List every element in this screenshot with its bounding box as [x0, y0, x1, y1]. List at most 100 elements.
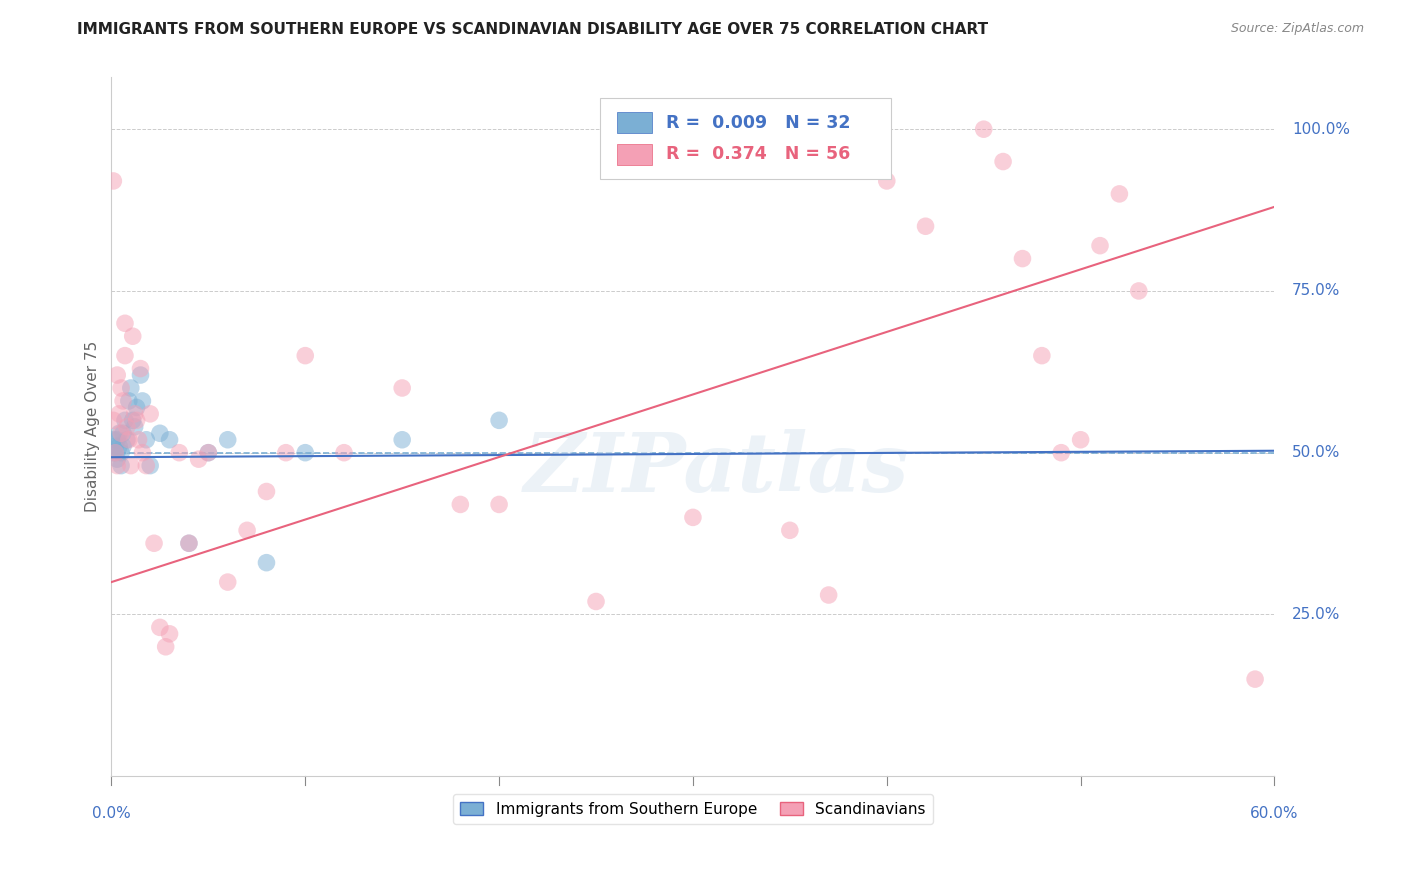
Point	[131, 393, 153, 408]
Legend: Immigrants from Southern Europe, Scandinavians: Immigrants from Southern Europe, Scandin…	[453, 794, 934, 824]
Point	[682, 510, 704, 524]
Y-axis label: Disability Age Over 75: Disability Age Over 75	[86, 341, 100, 512]
Text: 75.0%: 75.0%	[1292, 284, 1340, 299]
Point	[585, 594, 607, 608]
Point	[112, 426, 135, 441]
Point	[217, 433, 239, 447]
Point	[159, 433, 181, 447]
Point	[115, 419, 138, 434]
Point	[114, 413, 136, 427]
Point	[103, 413, 125, 427]
Point	[103, 433, 125, 447]
Point	[108, 439, 131, 453]
Point	[104, 445, 127, 459]
Point	[177, 536, 200, 550]
Point	[294, 349, 316, 363]
Point	[112, 393, 135, 408]
Point	[118, 433, 141, 447]
Point	[779, 524, 801, 538]
Point	[139, 407, 162, 421]
Point	[391, 381, 413, 395]
Text: 25.0%: 25.0%	[1292, 607, 1340, 622]
Point	[131, 445, 153, 459]
Point	[1050, 445, 1073, 459]
Point	[333, 445, 356, 459]
Point	[449, 498, 471, 512]
Point	[1070, 433, 1092, 447]
Point	[488, 498, 510, 512]
Point	[197, 445, 219, 459]
Point	[105, 368, 128, 382]
Point	[115, 433, 138, 447]
Point	[129, 361, 152, 376]
Point	[108, 407, 131, 421]
Bar	[617, 144, 652, 165]
Text: 50.0%: 50.0%	[1292, 445, 1340, 460]
Point	[110, 426, 132, 441]
Point	[1108, 186, 1130, 201]
Point	[155, 640, 177, 654]
Point	[1011, 252, 1033, 266]
Point	[120, 458, 142, 473]
Text: ZIPatlas: ZIPatlas	[523, 429, 908, 508]
Point	[124, 407, 146, 421]
Point	[1031, 349, 1053, 363]
Point	[1244, 672, 1267, 686]
Point	[110, 381, 132, 395]
Text: 0.0%: 0.0%	[91, 806, 131, 822]
Point	[991, 154, 1014, 169]
Text: R =  0.009   N = 32: R = 0.009 N = 32	[666, 114, 851, 132]
Point	[110, 458, 132, 473]
Point	[167, 445, 190, 459]
Point	[121, 413, 143, 427]
Point	[105, 433, 128, 447]
Point	[114, 349, 136, 363]
FancyBboxPatch shape	[600, 98, 890, 178]
Point	[177, 536, 200, 550]
Text: IMMIGRANTS FROM SOUTHERN EUROPE VS SCANDINAVIAN DISABILITY AGE OVER 75 CORRELATI: IMMIGRANTS FROM SOUTHERN EUROPE VS SCAND…	[77, 22, 988, 37]
Point	[837, 122, 859, 136]
Point	[817, 588, 839, 602]
Point	[125, 401, 148, 415]
Point	[103, 174, 125, 188]
Point	[129, 368, 152, 382]
Point	[149, 620, 172, 634]
Point	[105, 452, 128, 467]
Point	[120, 381, 142, 395]
Bar	[617, 112, 652, 133]
Point	[488, 413, 510, 427]
Text: Source: ZipAtlas.com: Source: ZipAtlas.com	[1230, 22, 1364, 36]
Point	[256, 556, 278, 570]
Point	[108, 426, 131, 441]
Point	[876, 174, 898, 188]
Point	[391, 433, 413, 447]
Point	[143, 536, 166, 550]
Text: 60.0%: 60.0%	[1250, 806, 1299, 822]
Point	[1128, 284, 1150, 298]
Point	[187, 452, 209, 467]
Point	[274, 445, 297, 459]
Point	[105, 458, 128, 473]
Point	[139, 458, 162, 473]
Point	[135, 458, 157, 473]
Text: R =  0.374   N = 56: R = 0.374 N = 56	[666, 145, 851, 163]
Point	[125, 413, 148, 427]
Point	[118, 393, 141, 408]
Point	[159, 627, 181, 641]
Point	[103, 445, 125, 459]
Point	[104, 445, 127, 459]
Point	[256, 484, 278, 499]
Point	[973, 122, 995, 136]
Point	[110, 445, 132, 459]
Point	[197, 445, 219, 459]
Point	[128, 433, 150, 447]
Point	[114, 316, 136, 330]
Point	[294, 445, 316, 459]
Point	[149, 426, 172, 441]
Point	[135, 433, 157, 447]
Point	[236, 524, 259, 538]
Point	[124, 419, 146, 434]
Point	[217, 575, 239, 590]
Point	[914, 219, 936, 234]
Point	[104, 439, 127, 453]
